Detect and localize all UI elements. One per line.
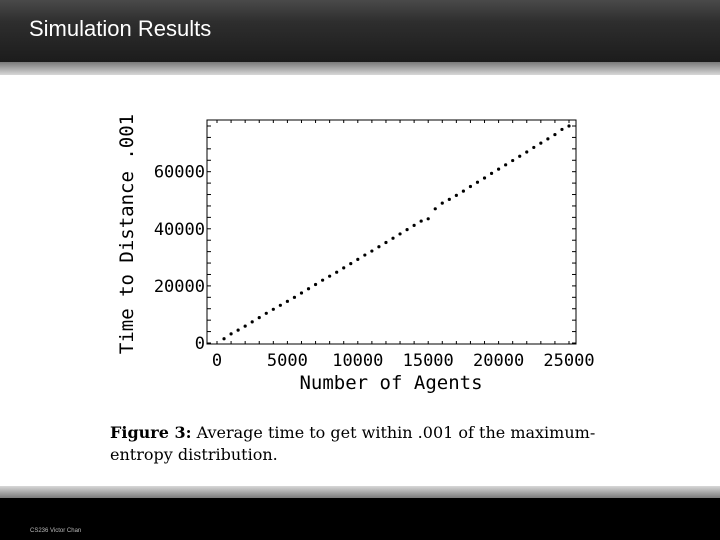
- data-point: [271, 307, 275, 311]
- x-tick-label: 10000: [332, 351, 383, 371]
- data-point: [391, 236, 395, 240]
- data-point: [440, 201, 444, 205]
- data-point: [313, 282, 318, 287]
- y-tick-label: 40000: [154, 220, 205, 240]
- data-point: [497, 167, 501, 171]
- data-point: [468, 184, 473, 189]
- data-point: [553, 132, 557, 137]
- data-point: [546, 137, 550, 141]
- data-point: [222, 337, 226, 341]
- data-point: [482, 176, 487, 180]
- data-point: [398, 232, 402, 236]
- data-point: [489, 171, 494, 175]
- data-point: [236, 328, 240, 332]
- slide-header: Simulation Results: [0, 0, 720, 62]
- x-axis-label: Number of Agents: [299, 372, 482, 394]
- plot-frame: [206, 119, 577, 345]
- data-point: [306, 287, 311, 291]
- y-tick-label: 20000: [154, 277, 205, 297]
- y-tick-labels: 0 20000 40000 60000: [154, 163, 205, 354]
- data-point: [243, 324, 247, 328]
- data-point: [377, 245, 381, 249]
- data-point: [299, 291, 304, 295]
- data-point: [454, 193, 458, 197]
- data-point: [539, 141, 543, 145]
- data-point: [257, 315, 261, 320]
- data-point: [567, 124, 571, 128]
- data-point: [356, 257, 360, 261]
- data-point: [560, 127, 564, 132]
- data-points: [222, 124, 571, 341]
- y-tick-label: 0: [195, 334, 205, 354]
- data-point: [250, 320, 254, 324]
- data-point: [349, 262, 353, 266]
- axis-ticks: [207, 120, 576, 344]
- data-point: [504, 163, 508, 167]
- data-point: [525, 150, 529, 154]
- data-point: [335, 270, 339, 274]
- data-point: [405, 228, 409, 232]
- data-point: [419, 219, 423, 223]
- figure-caption: Figure 3: Average time to get within .00…: [110, 422, 610, 466]
- header-divider: [0, 62, 720, 75]
- footer-text: CS236 Victor Chan: [30, 528, 82, 534]
- data-point: [292, 295, 297, 299]
- data-point: [447, 197, 451, 201]
- x-tick-label: 25000: [543, 351, 594, 371]
- data-point: [532, 145, 536, 150]
- y-axis-label: Time to Distance .001: [116, 114, 138, 354]
- data-point: [370, 249, 374, 253]
- data-point: [285, 299, 289, 303]
- data-point: [342, 266, 346, 270]
- x-tick-label: 20000: [473, 351, 524, 371]
- x-tick-labels: 0 5000 10000 15000 20000 25000: [212, 351, 595, 371]
- data-point: [518, 154, 522, 158]
- data-point: [278, 303, 282, 307]
- data-point: [511, 158, 515, 163]
- x-tick-label: 5000: [267, 351, 308, 371]
- data-point: [321, 278, 325, 282]
- data-point: [475, 180, 480, 184]
- slide-title: Simulation Results: [29, 16, 212, 41]
- data-point: [461, 189, 465, 193]
- x-tick-label: 15000: [403, 351, 454, 371]
- x-tick-label: 0: [212, 351, 222, 371]
- caption-text: Average time to get within .001 of the m…: [110, 423, 596, 464]
- y-tick-label: 60000: [154, 163, 205, 183]
- caption-label: Figure 3:: [110, 423, 192, 442]
- data-point: [264, 311, 268, 315]
- data-point: [363, 253, 367, 257]
- data-point: [384, 240, 388, 245]
- data-point: [328, 274, 332, 278]
- data-point: [426, 217, 430, 221]
- data-point: [412, 223, 416, 227]
- slide-footer: CS236 Victor Chan: [0, 498, 720, 540]
- data-point: [229, 332, 233, 336]
- data-point: [433, 207, 437, 211]
- footer-divider: [0, 486, 720, 498]
